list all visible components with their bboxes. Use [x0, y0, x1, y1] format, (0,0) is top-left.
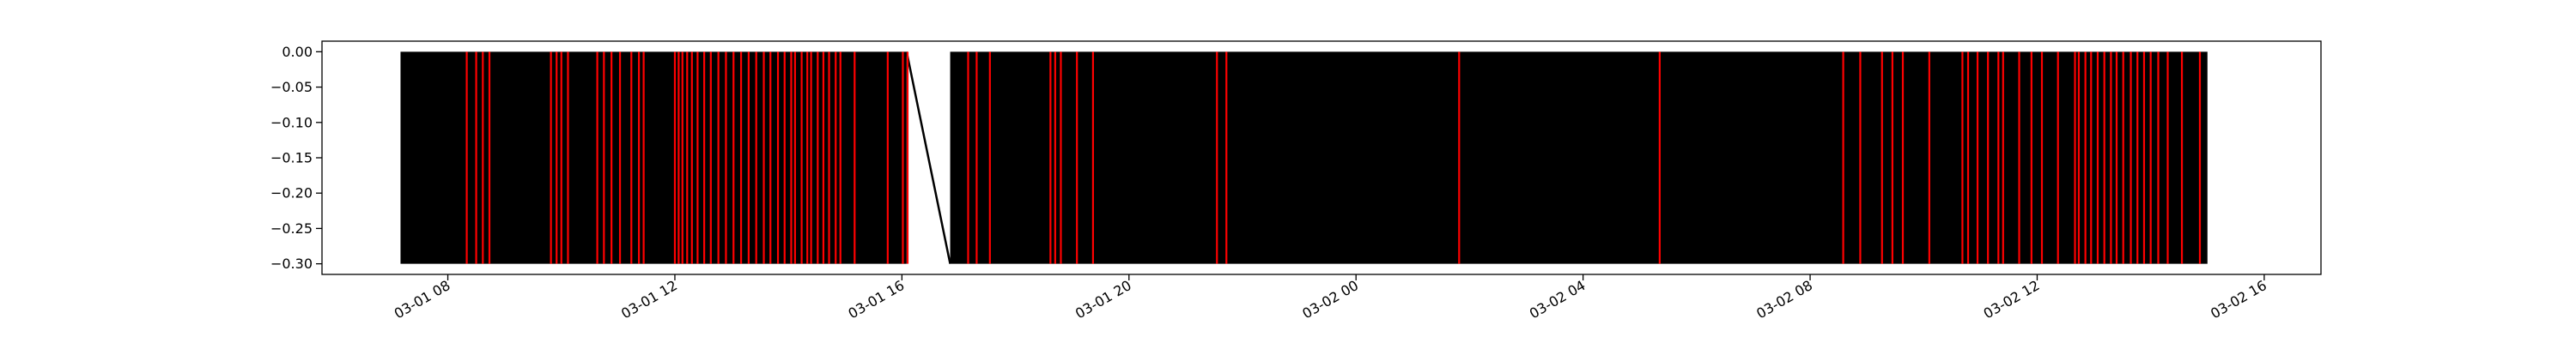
y-tick-label: −0.30: [270, 256, 313, 272]
x-tick-label: 03-01 08: [392, 277, 453, 322]
x-axis: 03-01 08 03-01 12 03-01 16 03-01 20 03-02 00…: [392, 274, 2269, 322]
y-tick-label: −0.10: [270, 114, 313, 130]
x-tick-label: 03-02 00: [1299, 277, 1361, 322]
y-tick-label: −0.15: [270, 150, 313, 166]
x-tick-label: 03-02 12: [1981, 277, 2043, 322]
x-tick-label: 03-02 04: [1527, 277, 1589, 322]
y-tick-label: −0.20: [270, 185, 313, 202]
x-tick-label: 03-01 20: [1072, 277, 1134, 322]
series-0-connector: [905, 51, 951, 264]
x-tick-label: 03-02 16: [2208, 277, 2269, 322]
y-tick-label: −0.25: [270, 220, 313, 237]
y-tick-label: 0.00: [282, 44, 313, 60]
y-tick-label: −0.05: [270, 79, 313, 95]
x-tick-label: 03-01 12: [618, 277, 680, 322]
y-axis: 0.00 −0.05 −0.10 −0.15 −0.20 −0.25 −0.30: [270, 44, 322, 272]
series-0-segment-0: [400, 51, 907, 264]
x-tick-label: 03-02 08: [1753, 277, 1815, 322]
x-tick-label: 03-01 16: [846, 277, 908, 322]
plot-area: [400, 51, 2208, 264]
